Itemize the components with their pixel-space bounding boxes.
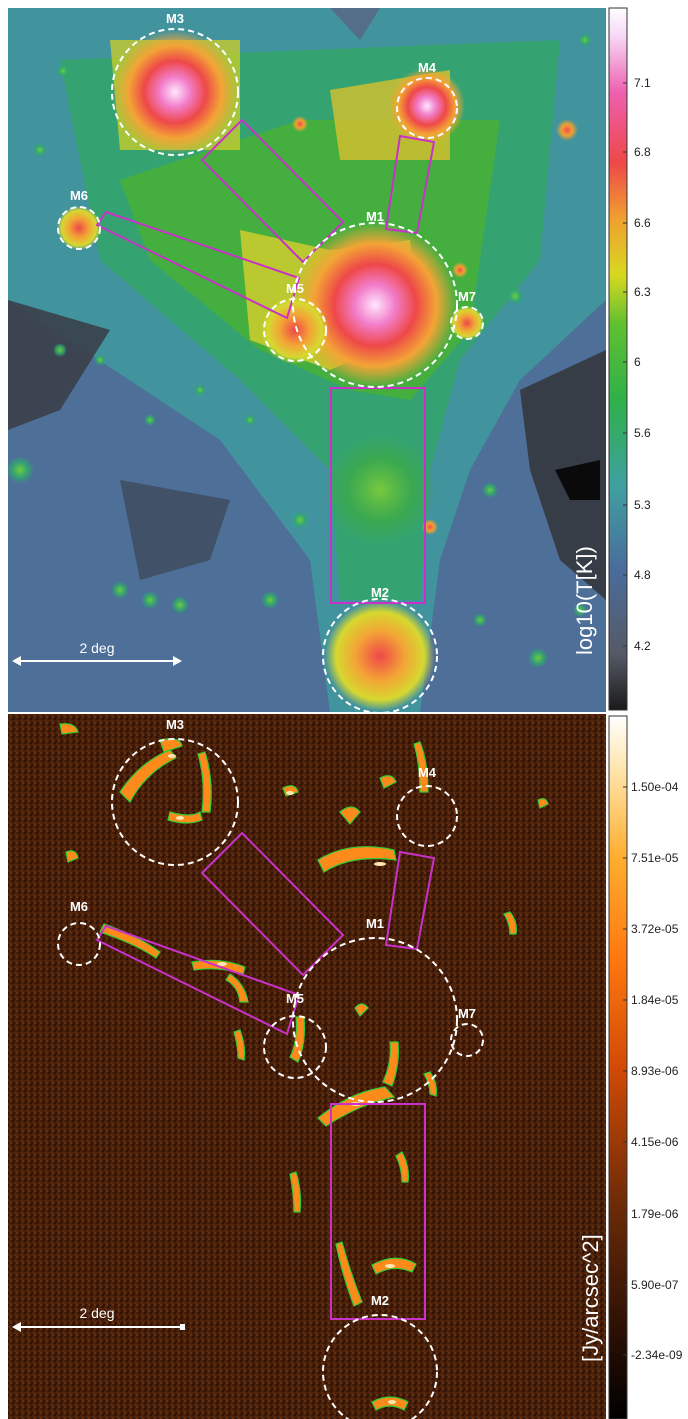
colorbar-tick: 4.15e-06 [631,1135,679,1149]
scale-bar-label: 2 deg [79,1305,114,1321]
region-label-m5: M5 [286,281,304,296]
region-label-m4: M4 [418,765,437,780]
temperature-map-image [8,8,606,712]
colorbar-tick: 5.6 [634,426,651,440]
colorbar-tick: 6.8 [634,145,651,159]
region-circle-m6 [57,922,101,966]
box-m6-m5 [95,210,301,320]
temperature-map-panel: M1 M2 M3 M4 M5 M6 M7 2 deg [8,7,651,712]
region-label-m1: M1 [366,209,384,224]
colorbar-tick: 1.79e-06 [631,1207,679,1221]
region-label-m7: M7 [458,1006,476,1021]
region-circle-m6 [57,206,101,250]
colorbar-title: log10(T[K]) [572,546,597,655]
region-label-m2: M2 [371,1293,389,1308]
flux-colorbar: 1.50e-04 7.51e-05 3.72e-05 1.84e-05 8.93… [578,715,683,1419]
extraction-boxes [95,831,436,1320]
box-m3-m1 [200,831,345,977]
region-circle-m1 [292,937,458,1103]
temperature-map-figure: M1 M2 M3 M4 M5 M6 M7 2 deg [8,7,651,712]
flux-map-figure: M1 M2 M3 M4 M5 M6 M7 2 deg [8,714,683,1419]
colorbar-tick: 7.1 [634,76,651,90]
colorbar-tick: 5.3 [634,498,651,512]
box-m6-m5 [95,924,301,1036]
region-label-m5: M5 [286,991,304,1006]
region-circle-m4 [396,785,458,847]
region-circle-m1 [292,222,458,388]
region-circles [57,28,484,712]
region-label-m1: M1 [366,916,384,931]
colorbar-tick: 7.51e-05 [631,851,679,865]
colorbar-tick: 4.2 [634,639,651,653]
region-circle-m7 [450,1023,484,1057]
box-m1-m2 [330,387,426,604]
scale-bar: 2 deg [12,1305,185,1332]
colorbar-tick: 1.84e-05 [631,993,679,1007]
box-m4-m1 [384,134,436,235]
box-m3-m1 [200,118,345,264]
region-label-m3: M3 [166,717,184,732]
scale-bar-label: 2 deg [79,640,114,656]
temperature-colorbar: 7.1 6.8 6.6 6.3 6 5.6 5.3 4.8 4.2 log10(… [572,7,651,711]
colorbar-tick: 1.50e-04 [631,780,679,794]
region-circle-m2 [322,598,438,712]
box-m1-m2 [330,1103,426,1320]
region-circles [57,738,484,1419]
flux-map-panel: M1 M2 M3 M4 M5 M6 M7 2 deg [0,712,688,1419]
colorbar-tick: -2.34e-09 [631,1348,683,1362]
colorbar-tick: 4.8 [634,568,651,582]
colorbar-tick: 5.90e-07 [631,1278,679,1292]
flux-map-image [8,714,606,1419]
region-label-m4: M4 [418,60,437,75]
region-circle-m7 [450,306,484,340]
colorbar-tick: 8.93e-06 [631,1064,679,1078]
colorbar-tick: 3.72e-05 [631,922,679,936]
region-circle-m3 [111,28,239,156]
extraction-boxes [95,118,436,604]
region-circle-m4 [396,77,458,139]
region-label-m7: M7 [458,289,476,304]
region-label-m3: M3 [166,11,184,26]
region-circle-m3 [111,738,239,866]
box-m4-m1 [384,850,436,951]
scale-bar: 2 deg [12,640,182,666]
region-label-m6: M6 [70,188,88,203]
region-circle-m2 [322,1314,438,1419]
colorbar-title: [Jy/arcsec^2] [578,1234,603,1362]
region-label-m2: M2 [371,585,389,600]
region-circle-m5 [263,298,327,362]
region-circle-m5 [263,1015,327,1079]
region-label-m6: M6 [70,899,88,914]
colorbar-tick: 6.6 [634,216,651,230]
colorbar-tick: 6 [634,355,641,369]
colorbar-tick: 6.3 [634,285,651,299]
